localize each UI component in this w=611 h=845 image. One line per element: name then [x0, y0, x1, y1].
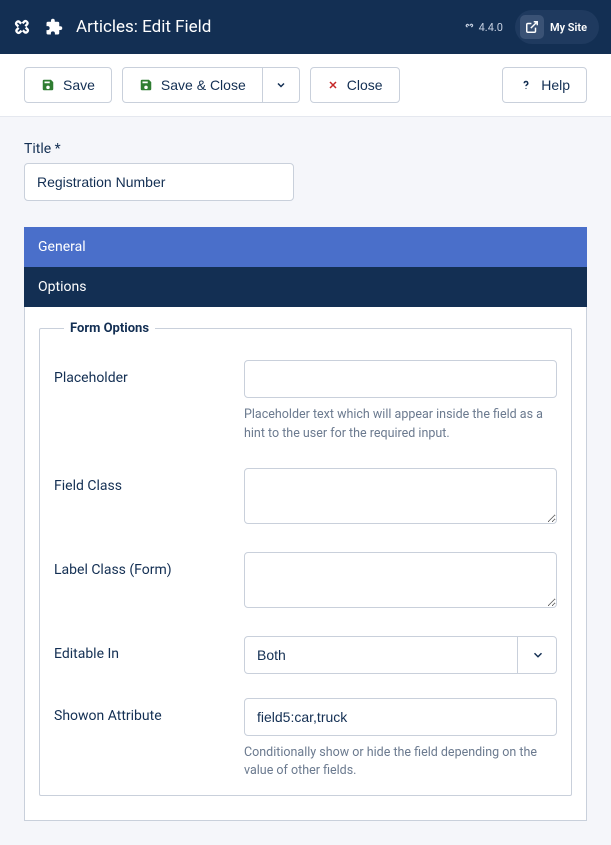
puzzle-icon	[44, 17, 64, 37]
save-icon	[139, 78, 153, 92]
showon-input[interactable]	[244, 698, 557, 736]
version-badge: 4.4.0	[464, 21, 503, 34]
close-button[interactable]: Close	[310, 67, 400, 103]
field-class-row: Field Class	[54, 468, 557, 528]
tab-general[interactable]: General	[24, 227, 587, 267]
field-class-input[interactable]	[244, 468, 557, 524]
form-options-legend: Form Options	[64, 321, 155, 336]
save-close-group: Save & Close	[122, 67, 300, 103]
showon-label: Showon Attribute	[54, 698, 244, 724]
save-button[interactable]: Save	[24, 67, 112, 103]
page-title: Articles: Edit Field	[76, 17, 452, 37]
tab-options[interactable]: Options	[24, 267, 587, 307]
editable-in-label: Editable In	[54, 636, 244, 662]
content-area: Title * General Options Form Options Pla…	[0, 117, 611, 845]
placeholder-input[interactable]	[244, 360, 557, 398]
editable-in-row: Editable In Both	[54, 636, 557, 674]
save-icon	[41, 78, 55, 92]
placeholder-label: Placeholder	[54, 360, 244, 386]
title-input[interactable]	[24, 163, 294, 201]
tabpanel-options: Form Options Placeholder Placeholder tex…	[24, 307, 587, 821]
title-label: Title *	[24, 141, 587, 157]
placeholder-row: Placeholder Placeholder text which will …	[54, 360, 557, 444]
topbar: Articles: Edit Field 4.4.0 My Site	[0, 0, 611, 54]
showon-help: Conditionally show or hide the field dep…	[244, 744, 557, 782]
mysite-button[interactable]: My Site	[515, 10, 599, 44]
placeholder-help: Placeholder text which will appear insid…	[244, 406, 557, 444]
save-close-button[interactable]: Save & Close	[122, 67, 263, 103]
close-icon	[327, 79, 339, 91]
help-icon	[519, 78, 533, 92]
form-options-fieldset: Form Options Placeholder Placeholder tex…	[39, 321, 572, 796]
save-dropdown-button[interactable]	[263, 67, 300, 103]
label-class-row: Label Class (Form)	[54, 552, 557, 612]
label-class-input[interactable]	[244, 552, 557, 608]
chevron-down-icon	[275, 79, 287, 91]
toolbar: Save Save & Close Close Help	[0, 54, 611, 117]
tabs: General Options Form Options Placeholder…	[24, 227, 587, 821]
editable-in-select[interactable]: Both	[244, 636, 557, 674]
help-button[interactable]: Help	[502, 67, 587, 103]
showon-row: Showon Attribute Conditionally show or h…	[54, 698, 557, 782]
label-class-label: Label Class (Form)	[54, 552, 244, 578]
field-class-label: Field Class	[54, 468, 244, 494]
external-link-icon	[520, 15, 544, 39]
joomla-logo-icon	[12, 17, 32, 37]
